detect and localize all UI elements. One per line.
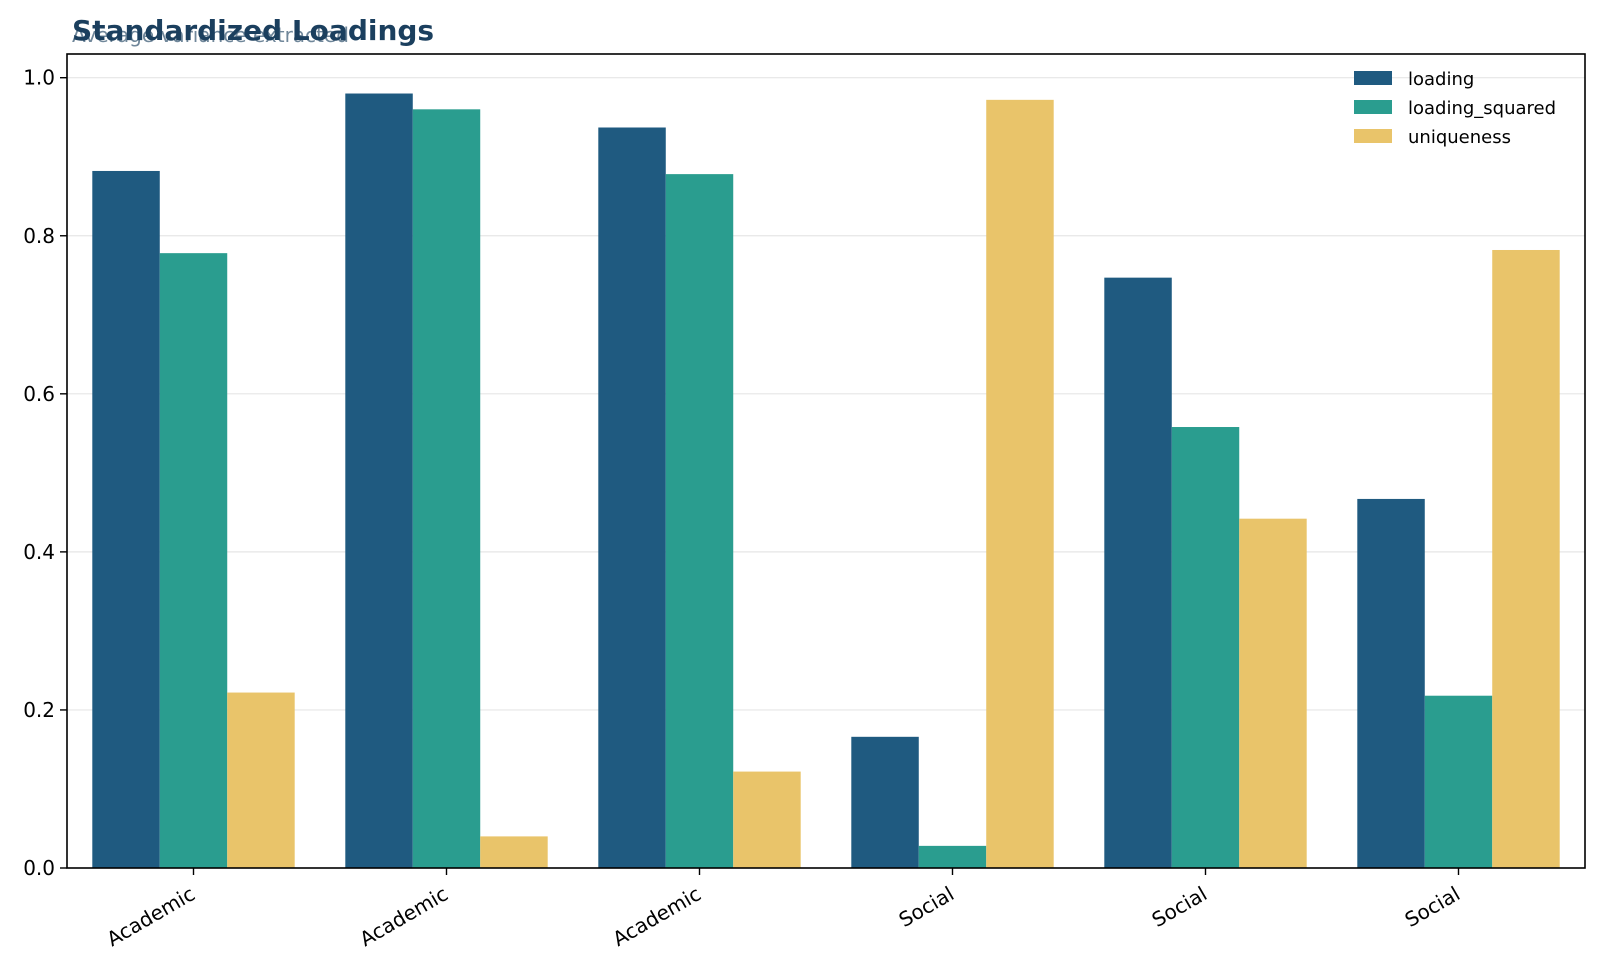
bar-uniqueness [227, 692, 295, 868]
x-tick-label: Academic [608, 882, 705, 952]
bar-loading-squared [918, 845, 987, 868]
bar-loading-squared [1424, 695, 1493, 868]
bar-loading [92, 170, 160, 868]
y-axis-ticks: 0.0 0.2 0.4 0.6 0.8 1.0 [23, 66, 67, 880]
bar-uniqueness [480, 836, 548, 868]
bar-loading [1104, 277, 1172, 868]
bar-uniqueness [1492, 249, 1560, 868]
bar-loading [851, 736, 919, 868]
chart-title: Standardized Loadings [72, 14, 434, 47]
bar-loading-squared [159, 253, 228, 869]
axes [66, 53, 1586, 869]
chart-subtitle: Average variance extracted [72, 23, 349, 47]
legend-label: loading [1408, 69, 1474, 90]
x-tick-label: Academic [102, 882, 199, 952]
legend-swatch-loading-squared [1354, 100, 1392, 114]
x-tick-label: Social [1401, 882, 1464, 932]
plot-frame [66, 53, 1586, 869]
bars [92, 93, 1560, 869]
x-axis-ticks: Academic Academic Academic Social Social Soci… [102, 868, 1464, 951]
legend-swatch-uniqueness [1354, 129, 1392, 143]
y-tick-label: 0.6 [23, 382, 55, 406]
bar-uniqueness [733, 771, 801, 868]
bar-loading-squared [412, 109, 481, 869]
y-tick-label: 0.2 [23, 698, 55, 722]
x-tick-label: Social [895, 882, 958, 932]
bar-loading [1357, 498, 1425, 868]
bar-loading [345, 93, 413, 868]
bar-loading-squared [665, 174, 734, 868]
legend-label: loading_squared [1408, 98, 1556, 119]
legend-swatch-loading [1354, 71, 1392, 85]
bar-loading [598, 127, 666, 869]
bar-loading-squared [1171, 427, 1240, 868]
y-tick-label: 0.8 [23, 224, 55, 248]
y-tick-label: 0.0 [23, 856, 55, 880]
x-tick-label: Academic [355, 882, 452, 952]
x-tick-label: Social [1148, 882, 1211, 932]
bar-uniqueness [986, 99, 1054, 868]
y-tick-label: 0.4 [23, 540, 55, 564]
bar-uniqueness [1239, 518, 1307, 868]
legend-label: uniqueness [1408, 127, 1511, 148]
legend: loading loading_squared uniqueness [1354, 69, 1556, 148]
y-tick-label: 1.0 [23, 66, 55, 90]
